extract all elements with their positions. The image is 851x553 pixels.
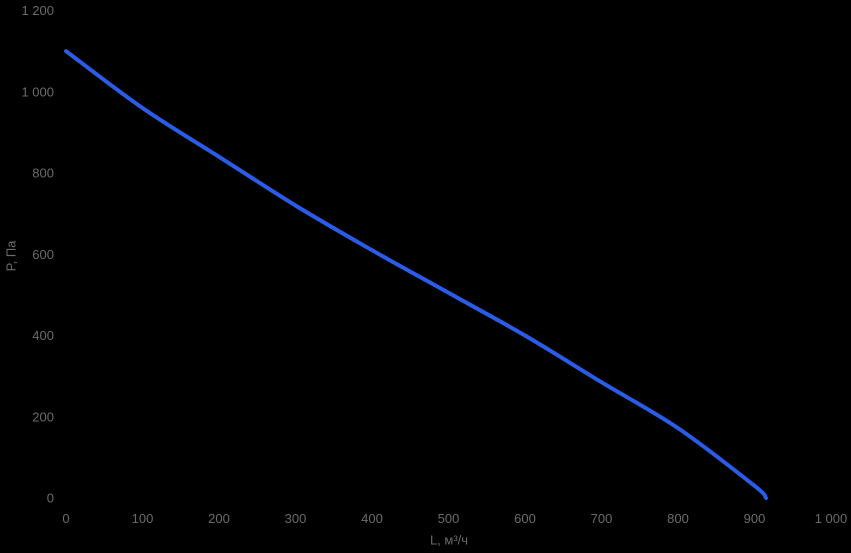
x-tick-label: 400 bbox=[361, 511, 383, 526]
y-tick-label: 1 200 bbox=[21, 3, 54, 18]
x-tick-label: 1 000 bbox=[815, 511, 848, 526]
x-tick-label: 100 bbox=[132, 511, 154, 526]
x-tick-label: 0 bbox=[62, 511, 69, 526]
x-tick-label: 600 bbox=[514, 511, 536, 526]
x-tick-label: 700 bbox=[591, 511, 613, 526]
y-tick-label: 1 000 bbox=[21, 84, 54, 99]
x-tick-label: 900 bbox=[744, 511, 766, 526]
y-tick-label: 400 bbox=[32, 328, 54, 343]
y-tick-label: 800 bbox=[32, 166, 54, 181]
y-tick-label: 600 bbox=[32, 247, 54, 262]
pressure-flow-curve bbox=[64, 49, 768, 500]
x-tick-label: 800 bbox=[667, 511, 689, 526]
y-axis-title: P, Па bbox=[3, 240, 19, 272]
y-tick-label: 200 bbox=[32, 409, 54, 424]
y-tick-label: 0 bbox=[47, 491, 54, 506]
x-axis-title: L, м³/ч bbox=[429, 532, 469, 548]
x-tick-label: 300 bbox=[285, 511, 307, 526]
x-tick-label: 200 bbox=[208, 511, 230, 526]
x-tick-label: 500 bbox=[438, 511, 460, 526]
